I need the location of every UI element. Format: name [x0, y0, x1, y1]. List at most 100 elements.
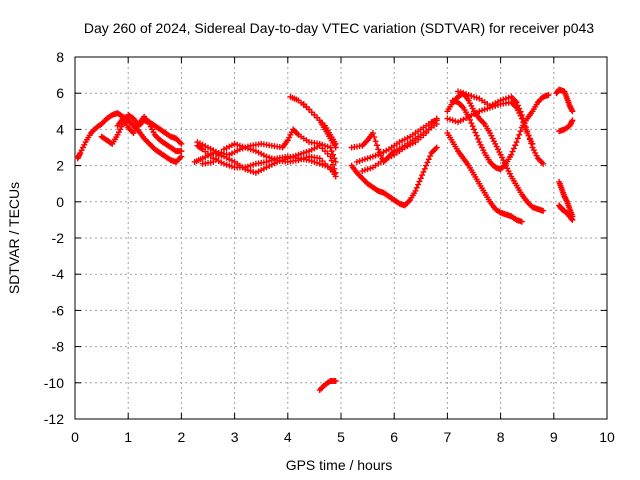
x-tick-label: 9	[550, 429, 558, 445]
data-point	[417, 175, 424, 182]
data-point	[416, 178, 423, 185]
y-tick-label: -2	[52, 230, 65, 246]
data-point	[427, 153, 434, 160]
data-point	[423, 162, 430, 169]
data-point	[178, 153, 185, 160]
x-tick-label: 1	[124, 429, 132, 445]
data-point	[516, 131, 523, 138]
data-point	[518, 115, 525, 122]
series-track-a	[74, 110, 185, 165]
x-tick-label: 7	[444, 429, 452, 445]
data-point	[569, 108, 576, 115]
y-tick-label: -4	[52, 266, 65, 282]
data-point	[428, 122, 435, 129]
series-track-w	[556, 117, 576, 135]
data-point	[178, 140, 185, 147]
y-tick-label: -8	[52, 339, 65, 355]
data-point	[520, 119, 527, 126]
y-tick-label: 0	[56, 194, 64, 210]
data-point	[569, 117, 576, 124]
data-point	[424, 159, 431, 166]
data-point	[212, 155, 219, 162]
data-points	[74, 86, 576, 394]
data-point	[510, 145, 517, 152]
data-point	[474, 135, 481, 142]
data-point	[327, 144, 334, 151]
data-point	[509, 148, 516, 155]
data-point	[545, 92, 552, 99]
grid-lines	[75, 57, 607, 419]
series-track-t	[556, 178, 576, 220]
data-point	[540, 160, 547, 167]
data-point	[529, 140, 536, 147]
y-tick-label: 2	[56, 158, 64, 174]
data-point	[472, 129, 479, 136]
data-point	[512, 142, 519, 149]
x-tick-label: 8	[497, 429, 505, 445]
x-tick-label: 5	[337, 429, 345, 445]
data-point	[569, 216, 576, 223]
data-point	[415, 181, 422, 188]
series-track-v	[553, 86, 576, 115]
data-point	[431, 119, 438, 126]
y-tick-label: -6	[52, 302, 65, 318]
data-point	[412, 187, 419, 194]
series-track-u	[556, 202, 576, 223]
series-track-n	[359, 115, 440, 175]
data-point	[468, 120, 475, 127]
data-point	[331, 155, 338, 162]
data-point	[508, 151, 515, 158]
x-tick-label: 6	[390, 429, 398, 445]
y-tick-label: 8	[56, 49, 64, 65]
data-point	[178, 148, 185, 155]
series-track-p	[444, 130, 525, 225]
series-track-i	[300, 101, 339, 147]
data-point	[413, 184, 420, 191]
data-point	[330, 151, 337, 158]
data-point	[433, 144, 440, 151]
data-point	[517, 128, 524, 135]
data-point	[332, 158, 339, 165]
series-track-s	[444, 99, 536, 147]
data-point	[518, 218, 525, 225]
data-point	[210, 158, 217, 165]
data-point	[521, 122, 528, 129]
x-tick-label: 2	[178, 429, 186, 445]
data-point	[419, 172, 426, 179]
series-track-g	[194, 126, 339, 165]
y-tick-label: 4	[56, 121, 64, 137]
y-tick-label: -10	[44, 375, 64, 391]
data-point	[332, 140, 339, 147]
data-point	[522, 126, 529, 133]
data-point	[514, 135, 521, 142]
y-axis-label: SDTVAR / TECUs	[6, 182, 22, 294]
data-point	[469, 123, 476, 130]
data-point	[423, 130, 430, 137]
data-point	[473, 132, 480, 139]
series-track-j	[316, 377, 339, 394]
data-point	[327, 166, 334, 173]
data-point	[375, 146, 382, 153]
data-point	[540, 207, 547, 214]
data-point	[328, 148, 335, 155]
data-point	[371, 134, 378, 141]
axis-ticks: 0 1 2 3 4 5 6 7 8 9 10 8 6 4 2 0 -2 -4 -6 -8 -10 -12	[44, 49, 615, 445]
x-tick-label: 3	[231, 429, 239, 445]
data-point	[425, 126, 432, 133]
series-track-k	[348, 144, 440, 209]
x-axis-label: GPS time / hours	[286, 457, 393, 473]
data-point	[369, 130, 376, 137]
data-point	[471, 126, 477, 133]
y-tick-label: 6	[56, 85, 64, 101]
data-point	[421, 165, 428, 172]
series-track-c	[114, 113, 185, 155]
data-point	[332, 173, 339, 180]
x-tick-label: 0	[71, 429, 79, 445]
data-point	[433, 115, 440, 122]
y-tick-label: -12	[44, 411, 64, 427]
x-tick-label: 10	[599, 429, 615, 445]
data-point	[420, 168, 427, 175]
data-point	[373, 142, 380, 149]
